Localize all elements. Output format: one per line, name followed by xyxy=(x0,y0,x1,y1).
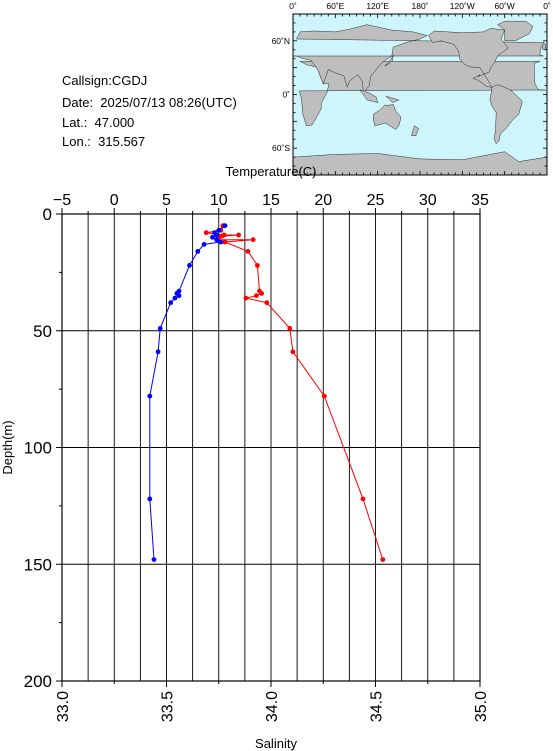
top-axis-tick-label: 5 xyxy=(162,192,171,209)
temperature-data-point xyxy=(287,326,293,331)
callsign-text: Callsign:CGDJ xyxy=(62,73,148,88)
temperature-data-point xyxy=(236,232,242,238)
top-axis-tick-label: 20 xyxy=(314,192,332,209)
salinity-axis-tick-label: 34.5 xyxy=(369,691,386,722)
japan-land xyxy=(384,55,394,67)
map-lat-label: 60˚S xyxy=(272,143,290,153)
salinity-axis-title: Salinity xyxy=(255,736,297,751)
top-axis-title: Temperature(C) xyxy=(225,164,316,179)
salinity-data-point xyxy=(210,234,215,240)
salinity-data-point xyxy=(168,300,174,306)
salinity-axis-tick-label: 34.0 xyxy=(264,691,281,722)
salinity-axis-tick-label: 33.0 xyxy=(55,691,72,722)
australia-land xyxy=(373,104,402,130)
south-america-land xyxy=(489,84,523,145)
salinity-data-point xyxy=(216,227,222,233)
map-lon-label: 0˚ xyxy=(543,1,551,11)
salinity-profile-line xyxy=(149,225,226,560)
latitude-text: Lat.: 47.000 xyxy=(62,115,135,130)
greenland-land xyxy=(497,21,534,41)
top-axis-tick-label: 35 xyxy=(471,192,489,209)
longitude-text: Lon.: 315.567 xyxy=(62,134,146,149)
salinity-data-point xyxy=(176,293,182,299)
salinity-data-point xyxy=(195,249,201,254)
temperature-data-point xyxy=(203,230,209,236)
temperature-data-point xyxy=(255,263,260,268)
salinity-axis-tick-label: 33.5 xyxy=(160,691,177,722)
top-axis-tick-label: 0 xyxy=(110,192,119,209)
location-map: 0˚ 60˚E 120˚E 180˚ 120˚W 60˚W 0˚ 60˚N 0˚ 60˚S xyxy=(272,1,551,176)
temperature-profile-line xyxy=(206,225,384,560)
profile-chart: −5 0 5 10 15 20 25 30 35Temperature(C)0501001502… xyxy=(0,164,490,751)
top-axis-tick-label: 10 xyxy=(210,192,228,209)
salinity-data-point xyxy=(214,237,220,243)
temperature-data-point xyxy=(259,291,264,296)
temperature-data-point xyxy=(321,393,327,399)
salinity-data-point xyxy=(147,393,153,399)
salinity-data-point xyxy=(187,263,192,268)
salinity-data-point xyxy=(155,349,161,355)
salinity-data-point xyxy=(201,242,207,247)
north-america-land xyxy=(428,28,509,88)
depth-axis-tick-label: 200 xyxy=(24,672,52,691)
salinity-data-point xyxy=(218,239,224,245)
salinity-data-point xyxy=(147,496,153,502)
temperature-data-point xyxy=(264,300,270,306)
temperature-data-point xyxy=(250,237,256,243)
temperature-data-point xyxy=(222,239,228,245)
new-guinea-land xyxy=(385,96,400,103)
top-axis-tick-label: −5 xyxy=(53,192,71,209)
depth-axis-title: Depth(m) xyxy=(0,420,15,474)
salinity-data-point xyxy=(214,232,220,238)
temperature-data-point xyxy=(360,496,366,502)
salinity-data-point xyxy=(157,326,163,331)
depth-axis-tick-label: 50 xyxy=(33,322,52,341)
top-axis-tick-label: 25 xyxy=(367,192,385,209)
temperature-data-point xyxy=(254,293,259,299)
top-axis-tick-label: 15 xyxy=(262,192,280,209)
salinity-axis-tick-label: 35.0 xyxy=(473,691,490,722)
map-lon-label: 180˚ xyxy=(411,1,428,11)
temperature-data-point xyxy=(380,557,386,562)
map-lat-label: 60˚N xyxy=(272,36,290,46)
britain-land xyxy=(541,42,546,51)
temperature-data-point xyxy=(243,295,249,301)
salinity-data-point xyxy=(222,223,228,229)
date-text: Date: 2025/07/13 08:26(UTC) xyxy=(62,95,237,110)
top-axis-tick-label: 30 xyxy=(419,192,437,209)
temperature-data-point xyxy=(290,349,296,355)
map-lat-label: 0˚ xyxy=(282,90,290,100)
map-lon-label: 120˚W xyxy=(450,1,475,11)
map-lon-label: 60˚W xyxy=(495,1,515,11)
depth-axis-tick-label: 0 xyxy=(43,205,52,224)
depth-axis-tick-label: 150 xyxy=(24,555,52,574)
temperature-data-point xyxy=(245,249,251,254)
map-lon-label: 60˚E xyxy=(326,1,344,11)
indonesia-land xyxy=(359,89,378,103)
salinity-data-point xyxy=(151,557,157,562)
new-zealand-land xyxy=(411,125,419,136)
map-lon-label: 0˚ xyxy=(289,1,297,11)
map-lon-label: 120˚E xyxy=(366,1,389,11)
depth-axis-tick-label: 100 xyxy=(24,439,52,458)
salinity-data-point xyxy=(172,295,178,301)
